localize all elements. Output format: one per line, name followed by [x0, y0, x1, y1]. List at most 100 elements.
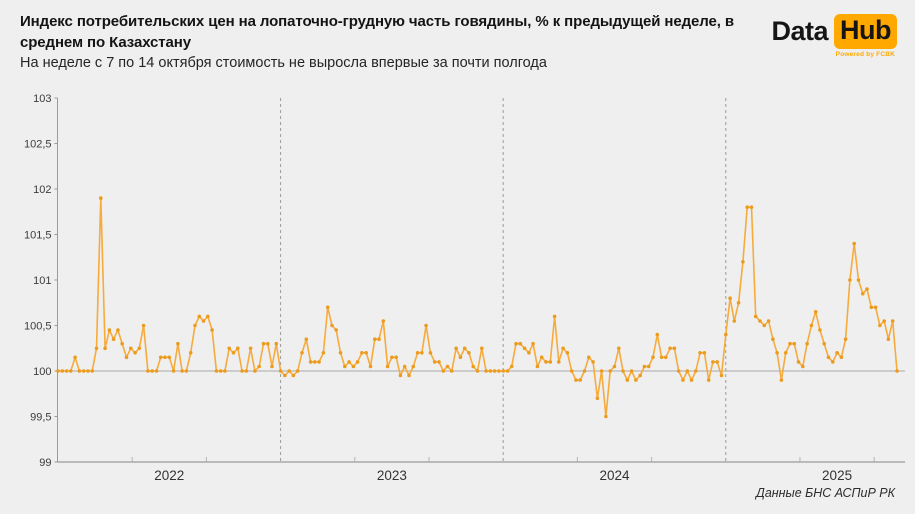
data-point: [150, 369, 154, 373]
data-point: [629, 369, 634, 373]
x-axis-year-label: 2022: [154, 468, 184, 483]
data-point: [604, 414, 608, 419]
data-point: [801, 364, 805, 369]
data-point: [390, 355, 394, 360]
y-axis-label: 101: [33, 275, 51, 287]
data-point: [373, 337, 377, 341]
data-point: [111, 337, 116, 341]
data-point: [535, 364, 540, 369]
data-point: [295, 369, 300, 373]
data-point: [698, 351, 702, 355]
y-axis-label: 99,5: [30, 412, 51, 424]
data-point: [60, 369, 65, 373]
data-point: [223, 369, 227, 373]
data-point: [599, 369, 604, 373]
data-point: [694, 369, 698, 373]
data-point: [582, 369, 587, 373]
data-point: [141, 323, 146, 328]
data-point: [231, 351, 236, 355]
data-point: [753, 314, 758, 319]
data-point: [843, 337, 848, 341]
logo-tagline: Powered by FCBK: [835, 51, 895, 58]
data-point: [762, 323, 767, 328]
data-point: [171, 369, 176, 373]
data-point: [634, 378, 638, 382]
logo-text-data: Data: [771, 16, 829, 46]
data-point: [351, 364, 356, 369]
data-point: [368, 364, 373, 369]
data-point: [625, 378, 630, 382]
data-point: [283, 373, 287, 378]
data-point: [886, 337, 891, 341]
chart-title: Индекс потребительских цен на лопаточно-…: [20, 13, 735, 51]
data-point: [522, 346, 527, 351]
data-point: [711, 360, 715, 364]
data-point: [441, 369, 446, 373]
data-point: [497, 369, 501, 373]
data-point: [420, 351, 424, 355]
data-point: [775, 351, 779, 355]
data-point: [184, 369, 189, 373]
data-point: [689, 378, 694, 382]
data-point: [878, 323, 882, 328]
data-point: [445, 364, 450, 369]
data-point: [685, 369, 690, 373]
data-point: [788, 341, 792, 346]
data-point: [415, 351, 420, 355]
data-point: [736, 301, 741, 305]
data-point: [831, 360, 835, 364]
data-point: [253, 369, 257, 373]
data-point: [201, 319, 206, 323]
data-point: [77, 369, 82, 373]
data-point: [574, 378, 578, 382]
data-point: [818, 328, 822, 332]
data-point: [146, 369, 150, 373]
data-point: [407, 373, 411, 378]
data-point: [591, 360, 595, 364]
data-point: [706, 378, 711, 382]
data-point: [454, 346, 458, 351]
data-point: [450, 369, 454, 373]
price-index-line-chart-svg: 2022 2023 2024 2025 99 99,5 100 100,5 101 101,5 10…: [24, 93, 905, 483]
data-point: [188, 351, 193, 355]
data-point: [552, 314, 557, 319]
data-point: [107, 328, 112, 332]
data-point-markers: [56, 196, 899, 419]
y-axis-label: 101,5: [24, 230, 52, 242]
data-point: [291, 373, 296, 378]
data-point: [792, 341, 797, 346]
data-point: [462, 346, 467, 351]
data-point: [638, 373, 642, 378]
data-point: [565, 351, 570, 355]
data-point: [218, 369, 223, 373]
y-axis-label: 103: [33, 93, 51, 105]
data-point: [484, 369, 488, 373]
data-point: [749, 205, 754, 209]
data-point: [518, 341, 523, 346]
data-point: [826, 355, 831, 360]
data-point: [724, 332, 728, 337]
data-point: [278, 369, 283, 373]
data-point: [852, 241, 856, 246]
data-point: [869, 305, 874, 310]
data-point: [642, 364, 647, 369]
data-point: [321, 351, 326, 355]
data-point: [116, 328, 120, 332]
data-point: [548, 360, 553, 364]
data-point: [766, 319, 771, 323]
data-point: [861, 291, 865, 296]
data-point: [69, 369, 73, 373]
data-point: [467, 351, 471, 355]
data-point: [621, 369, 625, 373]
data-point: [90, 369, 94, 373]
data-point: [338, 351, 343, 355]
data-point: [646, 364, 651, 369]
data-point: [120, 341, 124, 346]
data-point: [492, 369, 497, 373]
data-point: [865, 287, 869, 291]
data-point: [73, 355, 77, 360]
data-point: [308, 360, 313, 364]
chart-header: Индекс потребительских цен на лопаточно-…: [20, 11, 735, 74]
datahub-logo-row: Data Hub: [771, 14, 897, 49]
data-point: [587, 355, 591, 360]
